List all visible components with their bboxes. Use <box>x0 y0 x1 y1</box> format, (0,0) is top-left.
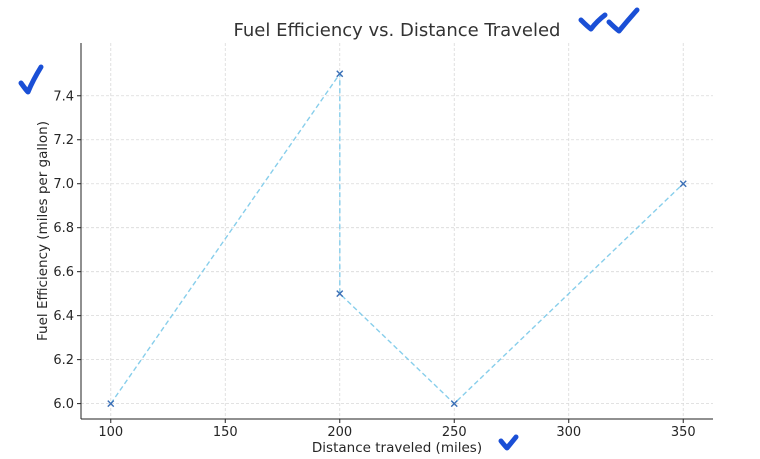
y-tick-label: 6.8 <box>53 221 74 236</box>
y-axis-title: Fuel Efficiency (miles per gallon) <box>35 121 51 341</box>
data-point-marker <box>450 400 458 408</box>
data-point-marker <box>107 400 115 408</box>
x-tick-label: 100 <box>98 425 123 440</box>
checkmark-icon <box>578 12 608 32</box>
data-point-marker <box>679 180 687 188</box>
data-point <box>336 70 344 78</box>
checkmark-icon <box>498 434 519 451</box>
chart-title: Fuel Efficiency vs. Distance Traveled <box>234 20 561 41</box>
data-point-marker <box>336 70 344 78</box>
y-tick-label: 7.0 <box>53 177 74 192</box>
data-point <box>107 400 115 408</box>
y-tick-label: 6.2 <box>53 353 74 368</box>
axes <box>80 43 713 420</box>
y-tick-label: 6.6 <box>53 265 74 280</box>
checkmark-icon <box>18 64 44 95</box>
y-tick-label: 6.0 <box>53 397 74 412</box>
x-tick-label: 300 <box>556 425 581 440</box>
grid <box>81 43 713 419</box>
checkmark-icon <box>606 7 640 34</box>
x-tick-label: 200 <box>327 425 352 440</box>
data-point <box>450 400 458 408</box>
x-axis-title: Distance traveled (miles) <box>312 440 482 456</box>
x-tick-label: 150 <box>213 425 238 440</box>
data-point-marker <box>336 290 344 298</box>
y-tick-label: 7.2 <box>53 133 74 148</box>
series-line <box>110 71 684 405</box>
annotations <box>18 7 640 451</box>
x-tick-label: 250 <box>442 425 467 440</box>
y-tick-label: 6.4 <box>53 309 74 324</box>
data-point <box>336 290 344 298</box>
x-tick-label: 350 <box>671 425 696 440</box>
y-tick-label: 7.4 <box>53 89 74 104</box>
data-point <box>679 180 687 188</box>
series-layer <box>107 70 687 408</box>
tick-labels: 100 150 200 250 300 350 6.0 6.2 6.4 6.6 6.8 7.0 7.2 7… <box>53 89 695 440</box>
